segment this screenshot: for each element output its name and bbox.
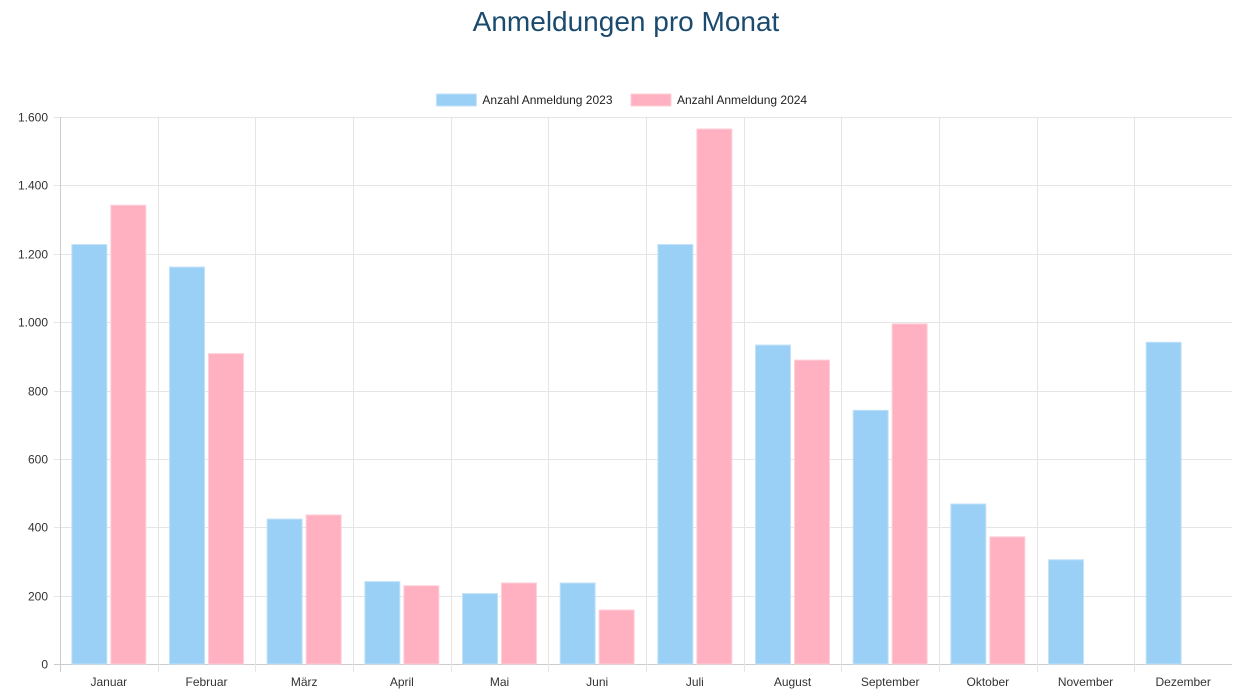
legend-swatch (630, 93, 672, 107)
y-tick-label: 1.000 (18, 316, 48, 330)
bar-2023 (950, 503, 987, 665)
bar-2024 (208, 353, 244, 665)
y-tick-label: 0 (41, 658, 48, 672)
bar-2023 (1048, 559, 1084, 665)
x-tick-label: Oktober (966, 675, 1009, 689)
bar-2023 (71, 244, 108, 665)
x-tick-label: August (774, 675, 812, 689)
bar-2024 (501, 582, 537, 665)
bar-2024 (989, 536, 1026, 665)
y-tick-label: 600 (28, 453, 48, 467)
x-tick-label: September (861, 675, 920, 689)
bar-2023 (755, 344, 791, 665)
bar-2023 (657, 244, 694, 665)
bar-2023 (559, 582, 596, 665)
x-axis: Januar Februar März April Mai Juni Juli August S… (90, 675, 1210, 689)
y-tick-label: 1.600 (18, 111, 48, 125)
bar-2024 (598, 609, 635, 665)
legend-label: Anzahl Anmeldung 2024 (677, 93, 807, 107)
x-tick-label: April (390, 675, 414, 689)
grid (54, 117, 1232, 672)
bars (71, 128, 1182, 665)
x-tick-label: Mai (490, 675, 509, 689)
y-tick-label: 1.200 (18, 248, 48, 262)
x-tick-label: Januar (90, 675, 127, 689)
x-tick-label: Dezember (1155, 675, 1210, 689)
bar-2023 (462, 593, 498, 665)
legend-swatch (435, 93, 477, 107)
y-tick-label: 200 (28, 590, 48, 604)
x-tick-label: Juni (586, 675, 608, 689)
bar-2023 (1145, 341, 1182, 665)
bar-2024 (110, 204, 147, 665)
bar-2024 (696, 128, 733, 665)
x-tick-label: Juli (686, 675, 704, 689)
y-axis: 0 200 400 600 800 1.000 1.200 1.400 1.600 (18, 111, 48, 672)
bar-2024 (891, 323, 928, 665)
bar-2023 (364, 581, 401, 665)
chart-title: Anmeldungen pro Monat (472, 6, 780, 37)
bar-2023 (852, 409, 889, 665)
bar-2024 (403, 585, 440, 665)
bar-2024 (794, 359, 830, 665)
x-tick-label: Februar (185, 675, 227, 689)
bar-2024 (305, 514, 342, 665)
x-tick-label: November (1058, 675, 1113, 689)
legend-label: Anzahl Anmeldung 2023 (482, 93, 612, 107)
bar-2023 (266, 518, 303, 665)
legend: Anzahl Anmeldung 2023 Anzahl Anmeldung 20… (435, 93, 807, 107)
y-tick-label: 400 (28, 521, 48, 535)
x-tick-label: März (291, 675, 318, 689)
y-tick-label: 1.400 (18, 179, 48, 193)
bar-2023 (169, 266, 205, 665)
y-tick-label: 800 (28, 385, 48, 399)
